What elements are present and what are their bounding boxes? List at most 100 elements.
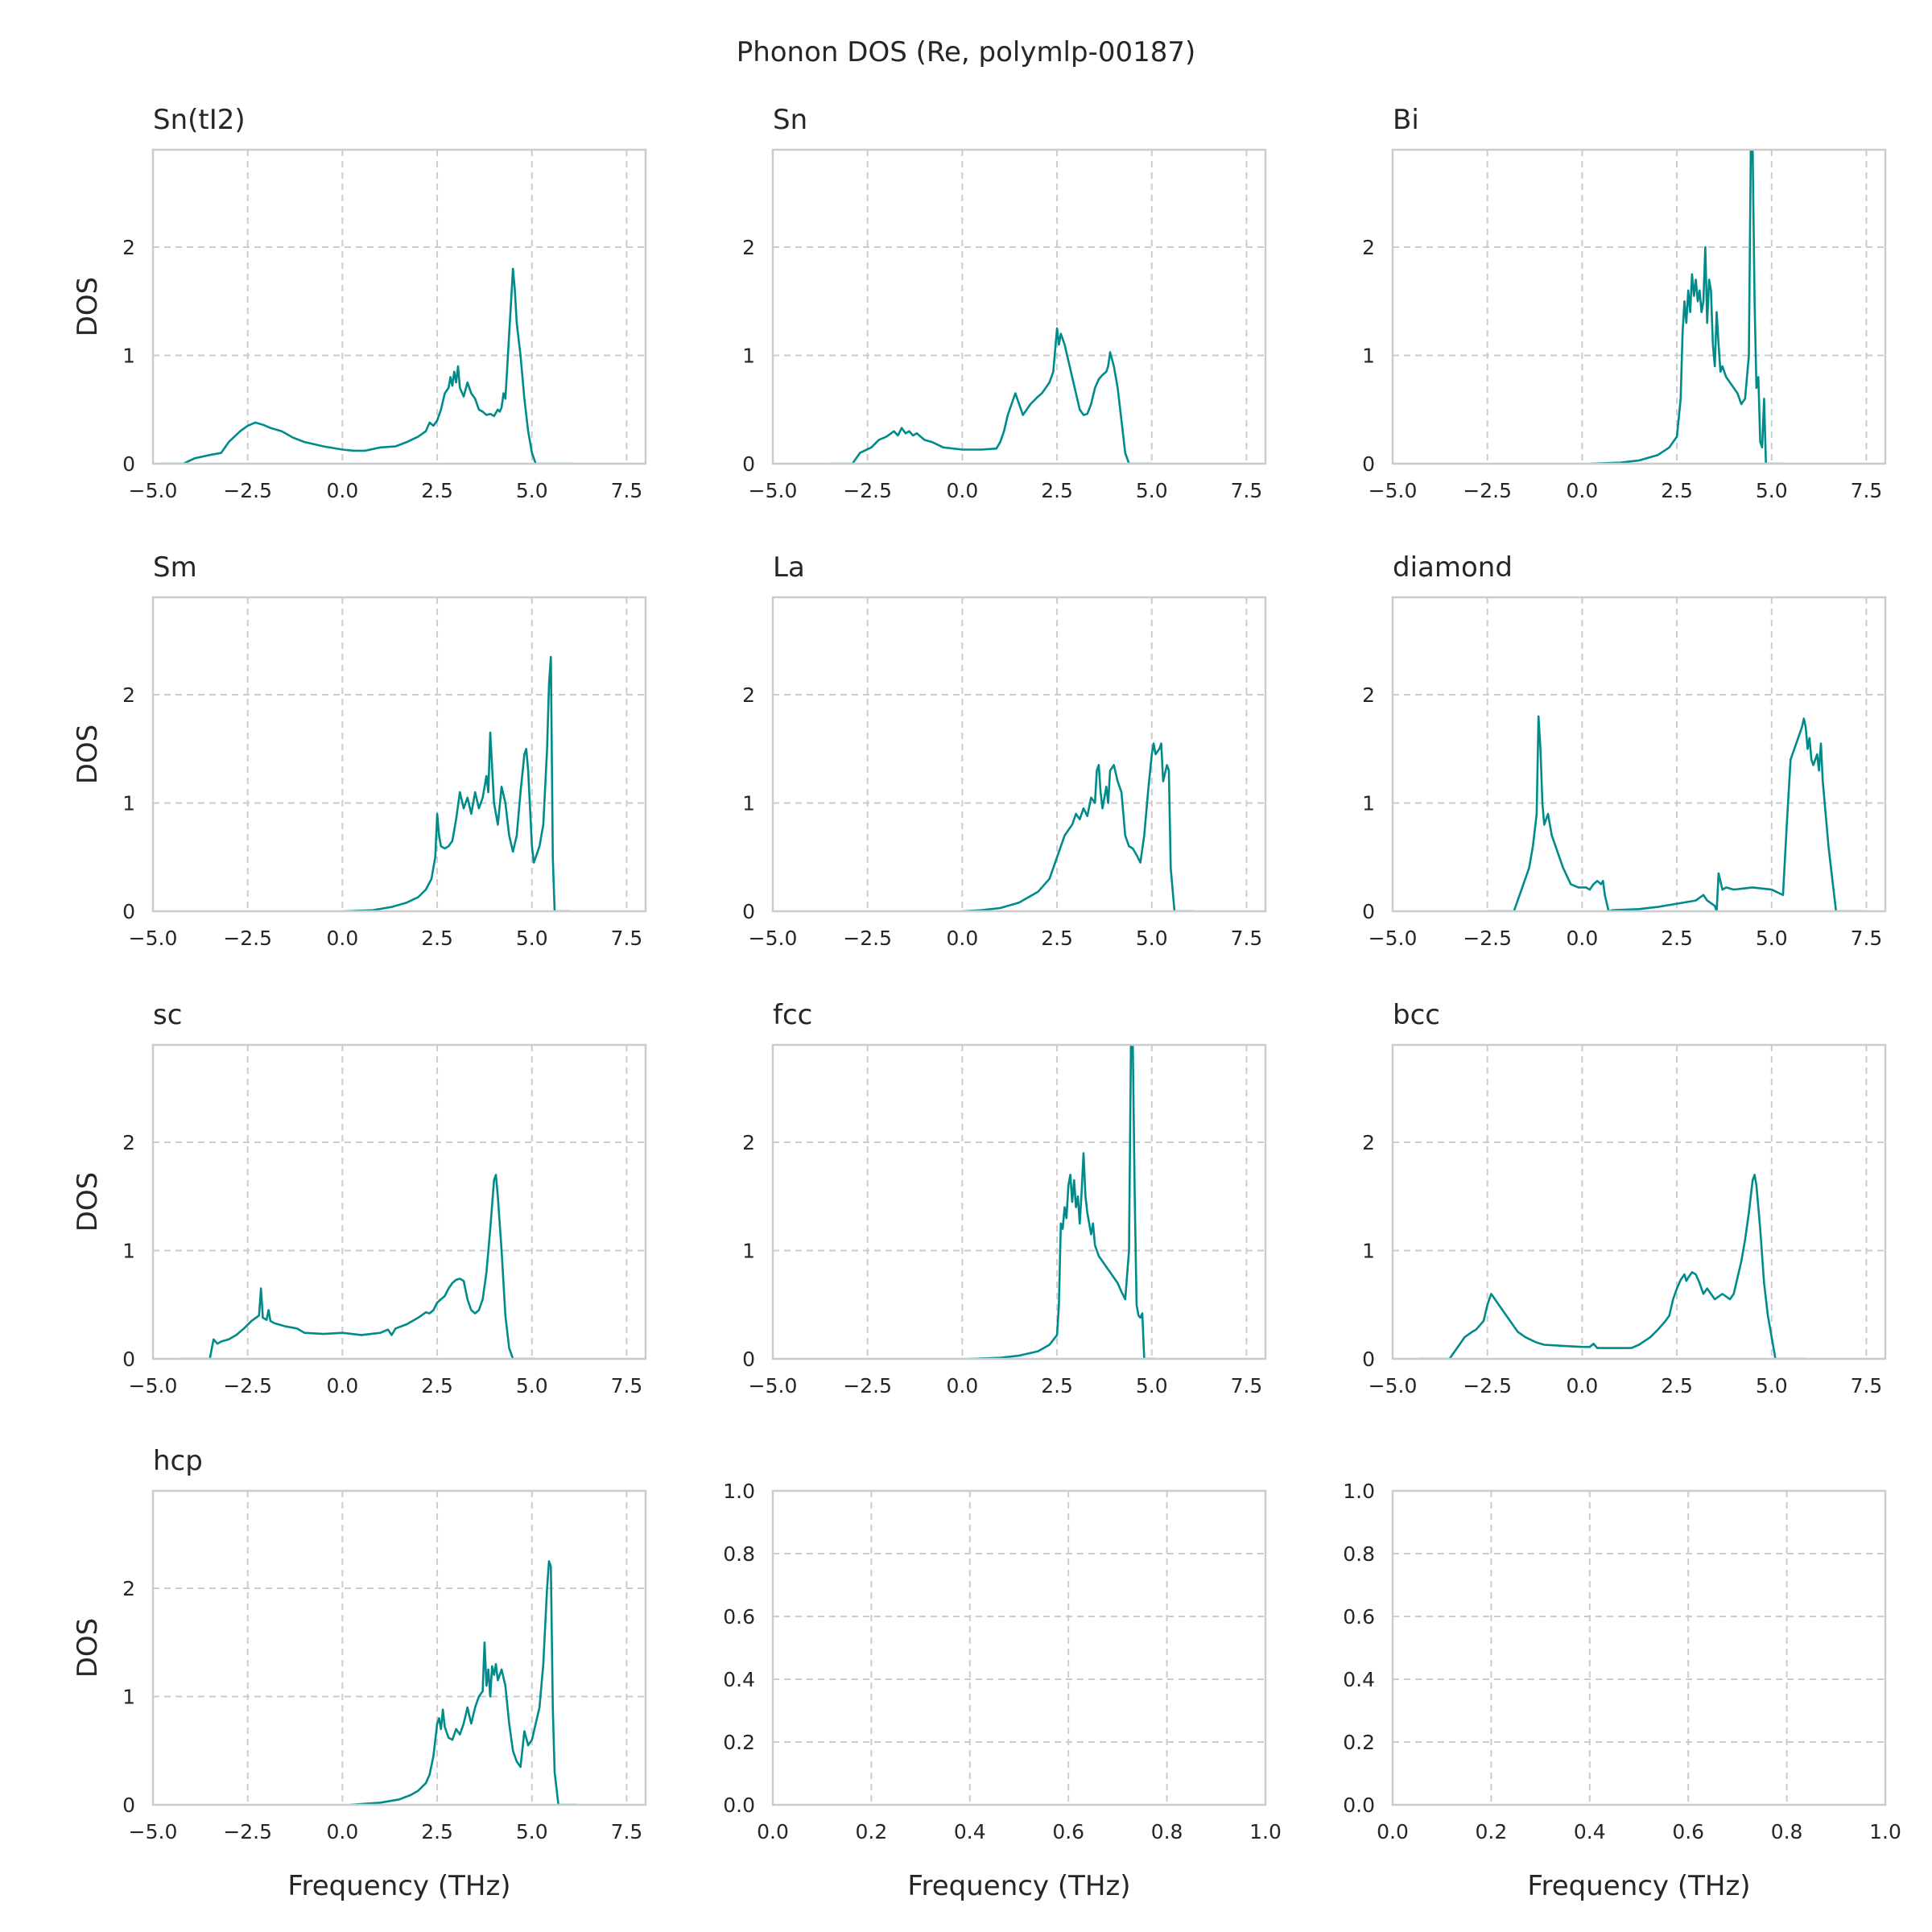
x-tick-label: 2.5 bbox=[1041, 927, 1073, 950]
x-tick-label: 0.0 bbox=[947, 927, 979, 950]
x-tick-label: −2.5 bbox=[223, 1820, 272, 1843]
y-tick-label: 1 bbox=[122, 345, 135, 368]
axes-frame bbox=[151, 148, 647, 465]
axes-frame bbox=[771, 596, 1267, 913]
x-tick-label: 1.0 bbox=[1249, 1820, 1282, 1843]
x-tick-label: 5.0 bbox=[1756, 479, 1788, 502]
x-tick-label: 0.8 bbox=[1151, 1820, 1183, 1843]
x-tick-label: 5.0 bbox=[1136, 1374, 1168, 1397]
y-tick-label: 1 bbox=[1362, 792, 1375, 815]
panel-sc: −5.0 −2.5 0.0 2.5 5.0 7.5 0 1 2 sc DOS bbox=[72, 999, 647, 1397]
y-tick-label: 1 bbox=[742, 792, 755, 815]
x-tick-label: 0.0 bbox=[1377, 1820, 1409, 1843]
dos-line bbox=[349, 1560, 578, 1805]
x-tick-label: 0.0 bbox=[1567, 1374, 1599, 1397]
x-tick-label: −5.0 bbox=[129, 927, 178, 950]
y-tick-label: 1 bbox=[122, 1240, 135, 1263]
x-tick-label: 0.4 bbox=[1574, 1820, 1606, 1843]
x-tick-label: 5.0 bbox=[516, 1820, 548, 1843]
x-tick-label: −5.0 bbox=[129, 1820, 178, 1843]
panel-title: hcp bbox=[153, 1445, 203, 1477]
x-tick-label: −5.0 bbox=[129, 479, 178, 502]
dos-line bbox=[1487, 715, 1867, 911]
x-tick-label: −2.5 bbox=[843, 927, 892, 950]
y-tick-label: 1 bbox=[122, 792, 135, 815]
x-tick-label: −5.0 bbox=[129, 1374, 178, 1397]
figure-title: Phonon DOS (Re, polymlp-00187) bbox=[737, 36, 1196, 68]
y-tick-label: 0 bbox=[122, 1794, 135, 1817]
panel-Sm: −5.0 −2.5 0.0 2.5 5.0 7.5 0 1 2 Sm DOS bbox=[72, 551, 647, 950]
x-tick-label: 2.5 bbox=[1661, 927, 1693, 950]
y-tick-label: 1.0 bbox=[1343, 1480, 1375, 1503]
x-tick-label: 2.5 bbox=[1041, 479, 1073, 502]
axes-frame bbox=[1391, 1489, 1887, 1806]
x-tick-label: 0.0 bbox=[327, 1374, 359, 1397]
y-tick-label: 0 bbox=[742, 452, 755, 476]
axes-frame bbox=[771, 148, 1267, 465]
y-tick-label: 2 bbox=[742, 1131, 755, 1154]
panel-diamond: −5.0 −2.5 0.0 2.5 5.0 7.5 0 1 2 diamond bbox=[1362, 551, 1887, 950]
panel-Sn: −5.0 −2.5 0.0 2.5 5.0 7.5 0 1 2 Sn bbox=[742, 104, 1267, 502]
x-tick-label: −5.0 bbox=[1368, 1374, 1418, 1397]
x-tick-label: −5.0 bbox=[749, 927, 798, 950]
x-tick-label: 2.5 bbox=[1041, 1374, 1073, 1397]
panel-title: fcc bbox=[773, 999, 812, 1031]
y-tick-label: 1 bbox=[122, 1686, 135, 1709]
x-tick-label: 7.5 bbox=[1231, 479, 1263, 502]
y-tick-label: 0.2 bbox=[723, 1731, 755, 1754]
x-tick-label: 2.5 bbox=[421, 479, 453, 502]
x-tick-label: 0.0 bbox=[1567, 479, 1599, 502]
dos-line bbox=[829, 327, 1152, 464]
y-tick-label: 0 bbox=[122, 900, 135, 923]
dos-line bbox=[1419, 1174, 1806, 1359]
y-tick-label: 0.8 bbox=[1343, 1542, 1375, 1566]
y-tick-label: 0 bbox=[122, 1348, 135, 1371]
x-tick-label: 7.5 bbox=[611, 479, 643, 502]
x-tick-label: 0.0 bbox=[327, 479, 359, 502]
y-tick-label: 0.4 bbox=[1343, 1668, 1375, 1691]
x-tick-label: 7.5 bbox=[1231, 1374, 1263, 1397]
x-tick-label: −2.5 bbox=[843, 1374, 892, 1397]
x-tick-label: 0.6 bbox=[1052, 1820, 1084, 1843]
x-tick-label: −5.0 bbox=[1368, 927, 1418, 950]
x-tick-label: −5.0 bbox=[749, 479, 798, 502]
y-tick-label: 0.6 bbox=[1343, 1605, 1375, 1629]
y-tick-label: 0.4 bbox=[723, 1668, 755, 1691]
x-tick-label: 0.2 bbox=[856, 1820, 888, 1843]
dos-line bbox=[962, 742, 1194, 911]
y-tick-label: 0.0 bbox=[1343, 1794, 1375, 1817]
y-tick-label: 2 bbox=[1362, 683, 1375, 707]
panel-title: bcc bbox=[1393, 999, 1440, 1031]
y-tick-label: 1 bbox=[1362, 1240, 1375, 1263]
y-tick-label: 2 bbox=[122, 1577, 135, 1600]
x-axis-label: Frequency (THz) bbox=[907, 1870, 1130, 1902]
y-tick-label: 0.8 bbox=[723, 1542, 755, 1566]
x-tick-label: 0.0 bbox=[327, 1820, 359, 1843]
panel-title: Sm bbox=[153, 551, 197, 584]
y-tick-label: 0 bbox=[1362, 452, 1375, 476]
x-tick-label: −2.5 bbox=[843, 479, 892, 502]
x-axis-label: Frequency (THz) bbox=[287, 1870, 510, 1902]
x-tick-label: 7.5 bbox=[1851, 479, 1883, 502]
x-tick-label: 5.0 bbox=[1756, 927, 1788, 950]
x-tick-label: 2.5 bbox=[421, 927, 453, 950]
x-tick-label: 2.5 bbox=[1661, 1374, 1693, 1397]
x-axis-label: Frequency (THz) bbox=[1527, 1870, 1750, 1902]
y-tick-label: 1 bbox=[742, 1240, 755, 1263]
axes-frame bbox=[1391, 148, 1887, 465]
panel-Bi: −5.0 −2.5 0.0 2.5 5.0 7.5 0 1 2 Bi bbox=[1362, 104, 1887, 502]
y-tick-label: 2 bbox=[122, 683, 135, 707]
axes-frame bbox=[771, 1043, 1267, 1360]
x-tick-label: 0.0 bbox=[327, 927, 359, 950]
x-tick-label: 7.5 bbox=[1851, 927, 1883, 950]
x-tick-label: 5.0 bbox=[516, 927, 548, 950]
y-tick-label: 2 bbox=[1362, 236, 1375, 259]
y-tick-label: 0.6 bbox=[723, 1605, 755, 1629]
axes-frame bbox=[151, 1043, 647, 1360]
y-tick-label: 0 bbox=[1362, 1348, 1375, 1371]
x-tick-label: 5.0 bbox=[516, 1374, 548, 1397]
x-tick-label: −5.0 bbox=[1368, 479, 1418, 502]
y-tick-label: 0 bbox=[122, 452, 135, 476]
x-tick-label: −2.5 bbox=[1463, 479, 1512, 502]
